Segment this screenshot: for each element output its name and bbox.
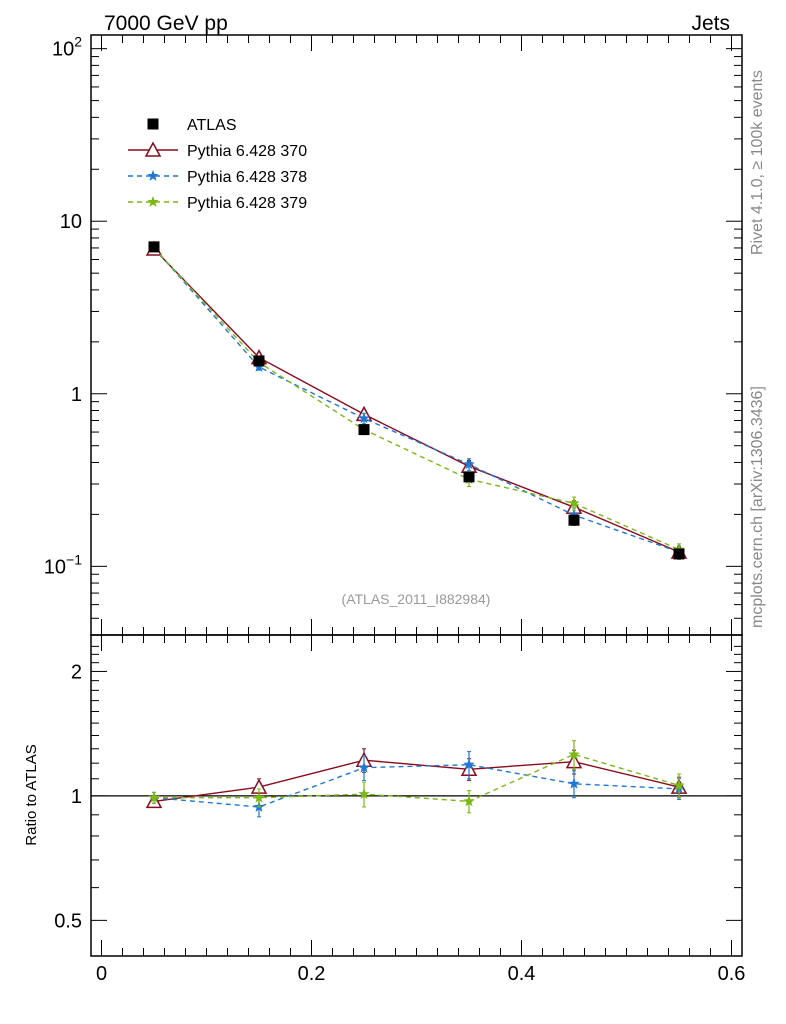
main-line-p379 (153, 247, 680, 551)
ratio-ytick-label: 2 (71, 661, 82, 683)
ratio-point-p379 (358, 788, 370, 799)
main-point-p378 (463, 458, 475, 470)
ratio-ylabel: Ratio to ATLAS (23, 744, 40, 845)
rivet-label: Rivet 4.1.0, ≥ 100k events (749, 70, 766, 255)
ratio-xtick-label: 0 (96, 963, 107, 985)
legend-label-p379: Pythia 6.428 379 (187, 195, 307, 212)
legend-marker-atlas (147, 118, 159, 130)
header-left-label: 7000 GeV pp (104, 12, 228, 35)
mcplots-label: mcplots.cern.ch [arXiv:1306.3436] (749, 386, 766, 628)
legend-marker-p370 (144, 141, 162, 157)
ratio-point-p378 (568, 777, 580, 789)
ratio-series-layer (145, 740, 688, 818)
main-point-p379 (568, 497, 580, 509)
ratio-xtick-label: 0.4 (508, 963, 536, 985)
ratio-line-p379 (154, 753, 680, 803)
main-point-atlas (568, 514, 580, 526)
ratio-line-p370 (153, 759, 680, 803)
main-line-p370 (153, 248, 680, 553)
main-ytick-label: 10−1 (44, 551, 82, 578)
legend-label-atlas: ATLAS (187, 117, 237, 134)
header-right-label: Jets (691, 12, 730, 35)
legend-marker-p378 (147, 170, 159, 181)
ratio-point-p379 (568, 748, 580, 760)
main-line-p378 (153, 247, 680, 553)
main-ytick-label: 1 (71, 384, 82, 406)
ratio-point-p379 (673, 779, 685, 791)
ratio-xtick-label: 0.6 (718, 963, 746, 985)
legend: ATLAS Pythia 6.428 370 Pythia 6.428 378 Pyt… (128, 117, 307, 212)
ratio-point-p379 (148, 791, 160, 803)
main-ytick-label: 10 (60, 211, 82, 233)
main-point-p378 (568, 509, 580, 520)
ratio-xtick-label: 0.2 (298, 963, 326, 985)
main-point-atlas (253, 355, 265, 367)
main-axis-ticks: 102 10 1 10−1 (44, 34, 742, 956)
main-point-p378 (358, 412, 370, 424)
legend-label-p370: Pythia 6.428 370 (187, 143, 307, 160)
ratio-point-p379 (253, 791, 265, 803)
main-point-atlas (463, 471, 475, 483)
ratio-point-p378 (463, 758, 475, 770)
main-series-layer (145, 240, 688, 560)
ratio-axis-ticks: 0 0.2 0.4 0.6 2 1 0.5 (54, 645, 746, 985)
legend-marker-p379 (147, 196, 159, 207)
main-ytick-label: 102 (52, 34, 82, 61)
ratio-point-p378 (358, 761, 370, 773)
analysis-label: (ATLAS_2011_I882984) (342, 591, 491, 607)
legend-label-p378: Pythia 6.428 378 (187, 169, 307, 186)
ratio-ytick-label: 1 (71, 786, 82, 808)
main-point-atlas (673, 548, 685, 560)
ratio-ytick-label: 0.5 (54, 910, 82, 932)
ratio-point-p379 (463, 795, 475, 807)
ratio-line-p378 (153, 763, 680, 808)
main-point-atlas (148, 241, 160, 253)
main-point-atlas (358, 424, 370, 436)
